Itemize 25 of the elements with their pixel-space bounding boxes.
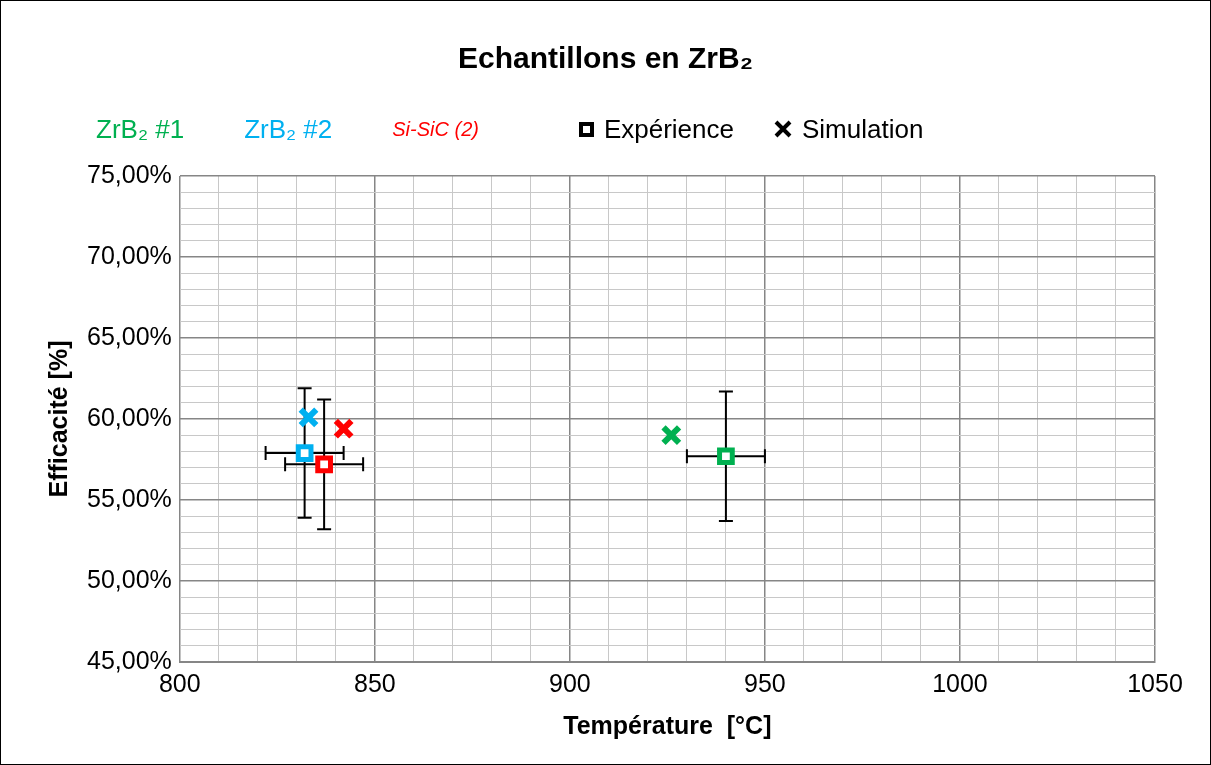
y-tick-label: 50,00% [86, 564, 172, 593]
y-tick-label: 75,00% [86, 159, 172, 188]
y-tick-label: 60,00% [86, 402, 172, 431]
text: Simulation [802, 113, 924, 145]
point [717, 447, 735, 466]
point [660, 424, 683, 446]
y-axis-title: Efficacité [%] [43, 340, 72, 498]
point [315, 455, 333, 474]
y-tick-label: 55,00% [86, 483, 172, 512]
y-tick-label: 70,00% [86, 240, 172, 269]
point [297, 406, 320, 429]
text: Si-SiC (2) [392, 117, 479, 141]
x-axis-title: Température [°C] [563, 710, 772, 739]
y-tick-label: 65,00% [86, 321, 172, 350]
x-tick-label: 1000 [932, 668, 988, 697]
text: ZrB₂ #1 [96, 113, 185, 145]
text: ZrB₂ #2 [244, 113, 333, 145]
point [295, 444, 314, 462]
x-tick-label: 850 [353, 668, 396, 697]
x-tick-label: 1050 [1127, 668, 1183, 697]
chart-title: Echantillons en ZrB₂ [456, 41, 754, 75]
point [332, 417, 355, 440]
text: Expérience [603, 113, 734, 145]
x-tick-label: 950 [744, 668, 786, 697]
x-tick-label: 900 [549, 668, 591, 697]
